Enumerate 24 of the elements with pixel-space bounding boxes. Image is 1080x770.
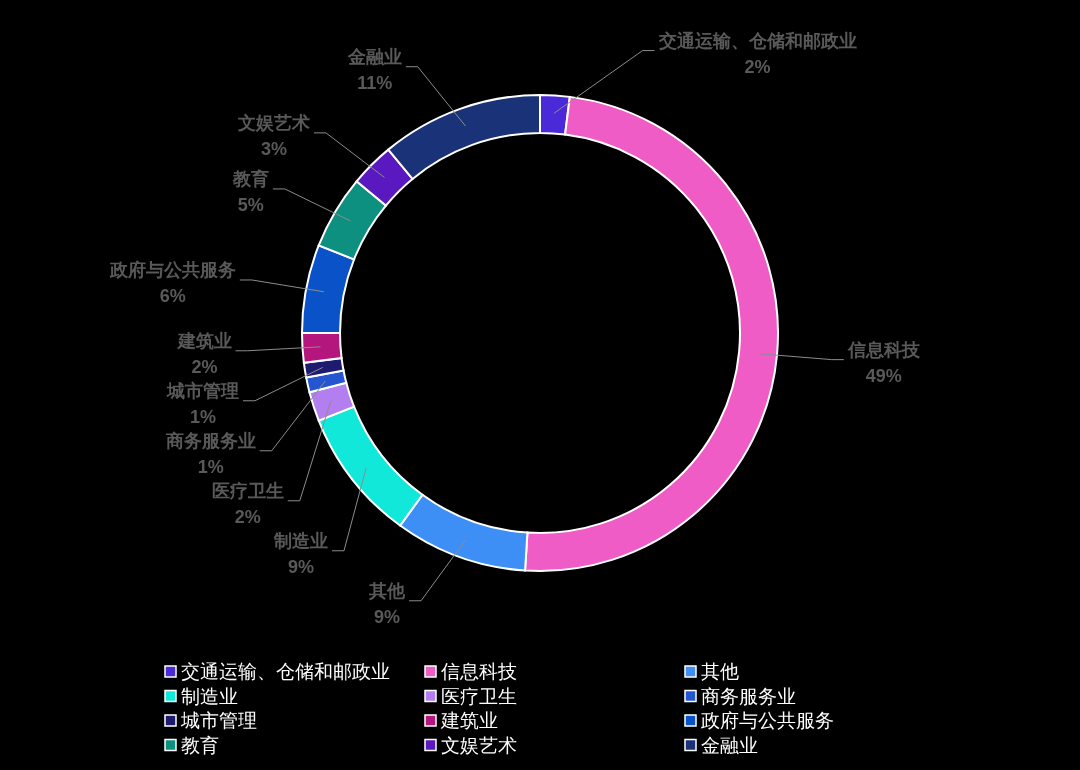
slice-label: 医疗卫生 xyxy=(211,480,284,501)
slice-label: 制造业 xyxy=(272,530,328,551)
slice-label: 商务服务业 xyxy=(164,430,256,451)
legend-label: 医疗卫生 xyxy=(441,685,517,707)
legend-label: 金融业 xyxy=(701,734,758,756)
slice-label: 政府与公共服务 xyxy=(108,259,236,280)
legend-label: 政府与公共服务 xyxy=(701,710,834,731)
legend-label: 信息科技 xyxy=(441,661,517,682)
slice-label: 教育 xyxy=(231,167,269,189)
slice-label: 文娱艺术 xyxy=(236,112,310,133)
legend-label: 其他 xyxy=(701,661,739,682)
legend-label: 文娱艺术 xyxy=(441,734,517,756)
legend-label: 制造业 xyxy=(181,685,238,707)
slice-label: 金融业 xyxy=(346,46,402,67)
legend-label: 教育 xyxy=(181,734,219,756)
legend-label: 交通运输、仓储和邮政业 xyxy=(181,661,390,682)
slice-label: 建筑业 xyxy=(175,330,232,351)
slice-label: 其他 xyxy=(368,580,407,601)
legend-label: 城市管理 xyxy=(180,710,257,731)
legend-label: 建筑业 xyxy=(440,710,498,731)
slice-label: 城市管理 xyxy=(165,380,239,401)
slice-label: 信息科技 xyxy=(846,339,921,360)
slice-label: 交通运输、仓储和邮政业 xyxy=(657,30,857,51)
legend-label: 商务服务业 xyxy=(701,685,796,707)
